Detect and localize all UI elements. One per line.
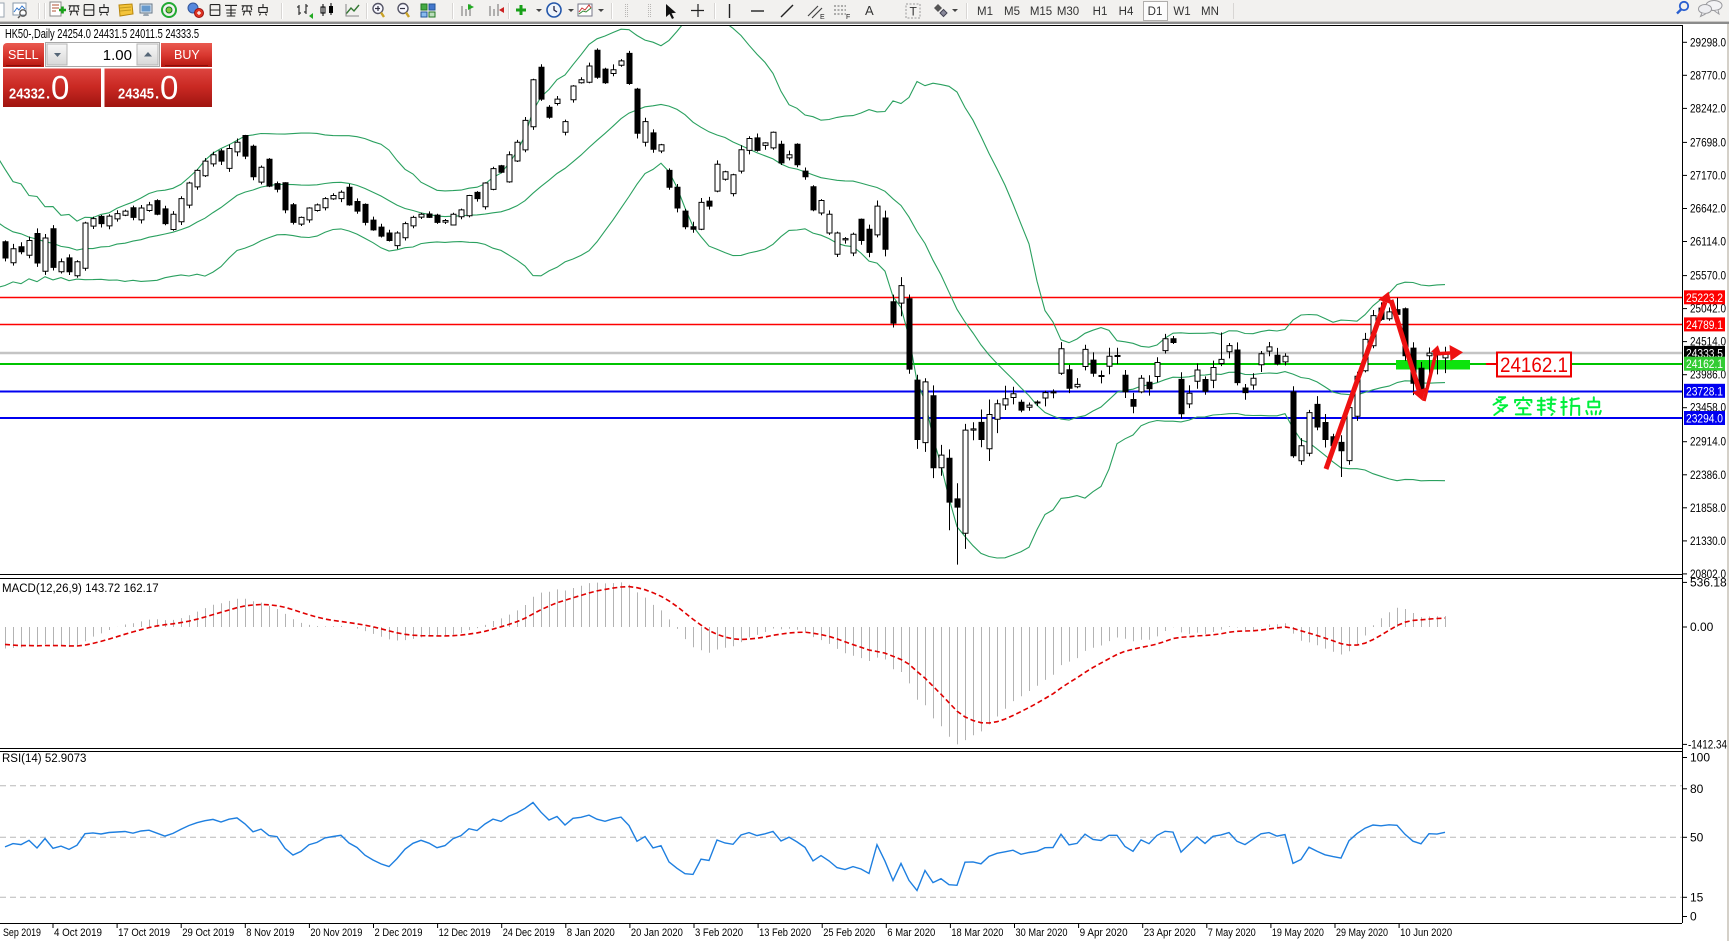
svg-text:19 May 2020: 19 May 2020 xyxy=(1272,927,1324,939)
svg-text:3 Feb 2020: 3 Feb 2020 xyxy=(695,927,743,939)
svg-text:27170.0: 27170.0 xyxy=(1690,168,1726,182)
svg-text:27698.0: 27698.0 xyxy=(1690,135,1726,149)
svg-text:12 Dec 2019: 12 Dec 2019 xyxy=(439,927,491,939)
svg-text:D1: D1 xyxy=(1148,6,1163,18)
svg-text:29 May 2020: 29 May 2020 xyxy=(1336,927,1388,939)
svg-text:23728.1: 23728.1 xyxy=(1686,384,1723,398)
svg-text:SELL: SELL xyxy=(8,48,39,62)
svg-text:2 Dec 2019: 2 Dec 2019 xyxy=(375,927,423,939)
svg-text:26642.0: 26642.0 xyxy=(1690,202,1726,216)
svg-text:.: . xyxy=(46,86,50,103)
svg-text:29 Oct 2019: 29 Oct 2019 xyxy=(182,927,234,939)
svg-text:BUY: BUY xyxy=(174,48,200,62)
svg-text:8 Nov 2019: 8 Nov 2019 xyxy=(246,927,294,939)
svg-text:E: E xyxy=(820,14,825,21)
svg-text:0: 0 xyxy=(51,69,69,106)
svg-text:9 Apr 2020: 9 Apr 2020 xyxy=(1080,927,1128,939)
svg-text:A: A xyxy=(865,3,874,18)
svg-text:10 Jun 2020: 10 Jun 2020 xyxy=(1400,927,1452,939)
svg-text:29298.0: 29298.0 xyxy=(1690,35,1726,49)
svg-text:24 Dec 2019: 24 Dec 2019 xyxy=(503,927,555,939)
svg-text:23986.0: 23986.0 xyxy=(1690,368,1726,382)
svg-text:28770.0: 28770.0 xyxy=(1690,68,1726,82)
svg-text:0.00: 0.00 xyxy=(1690,620,1714,634)
svg-text:T: T xyxy=(910,5,918,19)
svg-text:-1412.34: -1412.34 xyxy=(1688,737,1727,751)
svg-text:25223.2: 25223.2 xyxy=(1686,291,1723,305)
svg-text:23 Apr 2020: 23 Apr 2020 xyxy=(1144,927,1196,939)
svg-text:24162.1: 24162.1 xyxy=(1500,354,1568,377)
svg-text:RSI(14) 52.9073: RSI(14) 52.9073 xyxy=(2,753,86,765)
svg-text:6 Mar 2020: 6 Mar 2020 xyxy=(887,927,935,939)
svg-text:H4: H4 xyxy=(1119,6,1134,18)
svg-text:20802.0: 20802.0 xyxy=(1690,567,1726,581)
svg-text:HK50-,Daily 24254.0 24431.5 2: HK50-,Daily 24254.0 24431.5 24011.5 2433… xyxy=(5,26,199,41)
svg-text:MACD(12,26,9) 143.72 162.17: MACD(12,26,9) 143.72 162.17 xyxy=(2,583,159,595)
svg-text:7 May 2020: 7 May 2020 xyxy=(1208,927,1256,939)
svg-text:21330.0: 21330.0 xyxy=(1690,534,1726,548)
svg-text:0: 0 xyxy=(1690,910,1697,924)
svg-text:28242.0: 28242.0 xyxy=(1690,101,1726,115)
svg-text:24789.1: 24789.1 xyxy=(1686,318,1723,332)
svg-text:26114.0: 26114.0 xyxy=(1690,235,1726,249)
svg-text:H1: H1 xyxy=(1093,6,1108,18)
svg-text:M15: M15 xyxy=(1030,6,1052,18)
svg-text:.: . xyxy=(155,86,159,103)
svg-text:4 Oct 2019: 4 Oct 2019 xyxy=(54,927,102,939)
svg-text:17 Oct 2019: 17 Oct 2019 xyxy=(118,927,170,939)
svg-text:21858.0: 21858.0 xyxy=(1690,501,1726,515)
svg-text:24345: 24345 xyxy=(118,87,154,103)
svg-text:24332: 24332 xyxy=(9,87,45,103)
svg-text:F: F xyxy=(846,14,850,21)
svg-text:15: 15 xyxy=(1690,890,1704,904)
svg-text:24162.1: 24162.1 xyxy=(1686,357,1723,371)
svg-text:80: 80 xyxy=(1690,782,1704,796)
svg-text:22386.0: 22386.0 xyxy=(1690,468,1726,482)
svg-text:M5: M5 xyxy=(1004,6,1020,18)
svg-text:30 Mar 2020: 30 Mar 2020 xyxy=(1016,927,1068,939)
svg-text:MN: MN xyxy=(1201,6,1219,18)
svg-text:1.00: 1.00 xyxy=(103,47,132,64)
svg-text:13 Feb 2020: 13 Feb 2020 xyxy=(759,927,811,939)
svg-text:W1: W1 xyxy=(1173,6,1190,18)
svg-text:18 Mar 2020: 18 Mar 2020 xyxy=(951,927,1003,939)
svg-text:8 Jan 2020: 8 Jan 2020 xyxy=(567,927,615,939)
svg-text:M30: M30 xyxy=(1057,6,1079,18)
svg-text:100: 100 xyxy=(1690,751,1710,765)
svg-text:22914.0: 22914.0 xyxy=(1690,435,1726,449)
svg-text:M1: M1 xyxy=(977,6,993,18)
svg-text:25 Feb 2020: 25 Feb 2020 xyxy=(823,927,875,939)
svg-text:0: 0 xyxy=(160,69,178,106)
svg-text:25042.0: 25042.0 xyxy=(1690,302,1726,316)
svg-text:23294.0: 23294.0 xyxy=(1686,412,1723,426)
svg-text:536.18: 536.18 xyxy=(1690,575,1727,589)
svg-text:25570.0: 25570.0 xyxy=(1690,269,1726,283)
svg-text:20 Nov 2019: 20 Nov 2019 xyxy=(310,927,362,939)
svg-text:20 Jan 2020: 20 Jan 2020 xyxy=(631,927,683,939)
svg-text:Sep 2019: Sep 2019 xyxy=(3,927,41,939)
svg-text:50: 50 xyxy=(1690,830,1704,844)
svg-text:24514.0: 24514.0 xyxy=(1690,335,1726,349)
